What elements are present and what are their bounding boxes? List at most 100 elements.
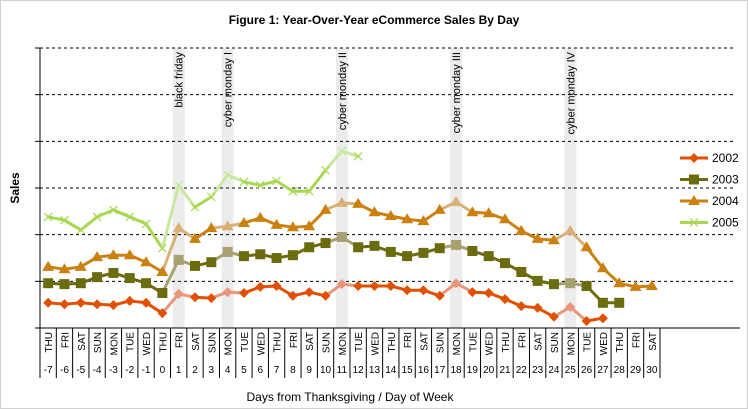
x-tick-label: -4 (93, 365, 102, 376)
data-point-triangle (172, 222, 185, 233)
x-tick-day: TUE (240, 332, 251, 352)
data-point-diamond (500, 294, 510, 305)
data-point-square (75, 278, 86, 289)
data-point-triangle (74, 260, 87, 271)
data-point-triangle (466, 206, 479, 217)
data-point-x (288, 186, 298, 196)
x-tick-label: 19 (467, 365, 479, 376)
x-tick-day: THU (158, 332, 169, 353)
annotation-label: black friday (174, 52, 186, 108)
legend-label-2005: 2005 (712, 216, 739, 230)
data-point-triangle (237, 217, 250, 227)
x-tick-day: SAT (648, 332, 659, 351)
data-point-x (272, 176, 282, 186)
data-point-square (500, 258, 510, 269)
data-point-diamond (222, 287, 233, 298)
data-point-square (222, 246, 233, 257)
legend-label-2003: 2003 (712, 173, 739, 187)
data-point-diamond (336, 279, 347, 290)
x-tick-label: -2 (125, 365, 134, 376)
x-tick-day: WED (485, 332, 496, 355)
data-point-triangle (417, 215, 430, 226)
series-line-segment (144, 222, 164, 250)
x-tick-label: 2 (192, 365, 198, 376)
data-point-diamond (124, 295, 135, 306)
data-point-diamond (320, 290, 331, 301)
data-point-square (190, 260, 200, 271)
data-point-diamond (141, 297, 152, 308)
data-point-x (92, 212, 102, 222)
data-point-diamond (581, 316, 592, 326)
data-point-triangle (140, 256, 153, 267)
data-point-diamond (108, 300, 119, 311)
x-tick-label: 17 (434, 365, 446, 376)
annotation-label: cyber monday III (451, 52, 463, 133)
x-tick-label: 21 (499, 365, 511, 376)
data-point-triangle (270, 218, 283, 229)
data-point-triangle (580, 241, 593, 252)
data-point-x (108, 205, 118, 215)
series-line-segment (275, 179, 295, 193)
data-point-triangle (613, 277, 626, 288)
x-tick-day: THU (501, 332, 512, 353)
data-point-triangle (319, 203, 332, 214)
legend: 2002 2003 2004 2005 (680, 151, 739, 230)
x-tick-day: SAT (191, 332, 202, 351)
data-point-square (353, 242, 364, 253)
x-tick-label: 24 (548, 365, 560, 376)
data-point-triangle (596, 262, 609, 273)
x-tick-day: SAT (534, 332, 545, 351)
legend-label-2002: 2002 (712, 151, 739, 165)
data-point-triangle (547, 234, 560, 245)
annotation-label: cyber monday I (223, 52, 235, 127)
data-point-diamond (304, 287, 315, 298)
series-line-segment (193, 195, 213, 209)
x-tick-day: MON (566, 332, 577, 355)
data-point-diamond (483, 288, 494, 298)
annotation-label: cyber monday IV (565, 51, 577, 134)
data-point-diamond (532, 302, 543, 313)
data-point-triangle (384, 210, 397, 220)
data-point-square (336, 232, 347, 242)
x-tick-label: 30 (646, 365, 658, 376)
data-point-triangle (531, 232, 544, 243)
x-tick-day: WED (256, 332, 267, 355)
x-tick-day: TUE (468, 332, 479, 352)
series-2002 (43, 278, 608, 326)
data-point-triangle (629, 280, 642, 291)
data-point-diamond (516, 301, 527, 312)
annotation-label: cyber monday II (337, 52, 349, 130)
data-point-diamond (467, 287, 478, 298)
x-tick-day: FRI (403, 332, 414, 348)
data-point-square (385, 246, 396, 257)
x-tick-day: FRI (289, 332, 300, 348)
data-point-square (287, 250, 298, 261)
legend-label-2004: 2004 (712, 194, 739, 208)
data-point-diamond (206, 293, 217, 304)
data-point-square (451, 239, 462, 250)
x-tick-label: 7 (274, 365, 280, 376)
data-point-diamond (271, 281, 282, 291)
data-point-square (255, 249, 266, 260)
x-tick-day: THU (387, 332, 398, 353)
data-point-square (141, 278, 152, 289)
x-tick-label: -3 (109, 365, 118, 376)
x-tick-label: 6 (257, 365, 263, 376)
data-point-diamond (565, 302, 576, 312)
x-tick-day: MON (338, 332, 349, 355)
data-point-diamond (597, 313, 608, 324)
x-tick-label: 14 (385, 365, 397, 376)
series-2004 (42, 196, 658, 291)
data-point-triangle (368, 206, 381, 217)
x-tick-label: 29 (630, 365, 642, 376)
data-point-diamond (255, 281, 266, 292)
x-tick-label: -6 (60, 365, 69, 376)
series-2003 (43, 232, 625, 308)
x-tick-label: -1 (142, 365, 151, 376)
x-tick-label: 12 (353, 365, 365, 376)
data-point-diamond (418, 285, 429, 296)
x-tick-day: THU (273, 332, 284, 353)
data-point-triangle (156, 266, 169, 276)
series-line-segment (160, 226, 181, 274)
x-tick-day: THU (44, 332, 55, 353)
